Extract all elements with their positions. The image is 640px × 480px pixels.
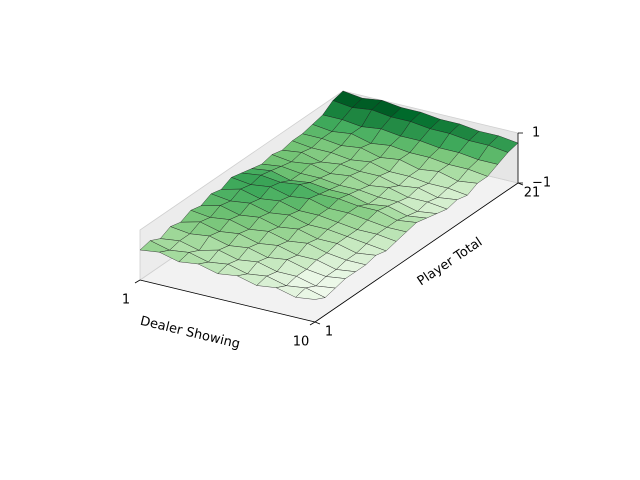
y-tick-label: 21 xyxy=(524,186,541,201)
z-tick-label: 1 xyxy=(532,126,540,141)
x-axis-line xyxy=(139,279,316,323)
x-tick xyxy=(134,279,141,284)
y-tick-label: 1 xyxy=(325,325,333,340)
x-tick xyxy=(309,321,316,326)
z-tick-label: −1 xyxy=(532,176,551,191)
surface-cell xyxy=(295,287,326,300)
x-tick-label: 10 xyxy=(293,335,310,350)
y-axis-line xyxy=(314,182,519,323)
x-axis-label: Dealer Showing xyxy=(139,314,242,352)
y-tick xyxy=(314,321,321,325)
x-tick-label: 1 xyxy=(122,293,130,308)
